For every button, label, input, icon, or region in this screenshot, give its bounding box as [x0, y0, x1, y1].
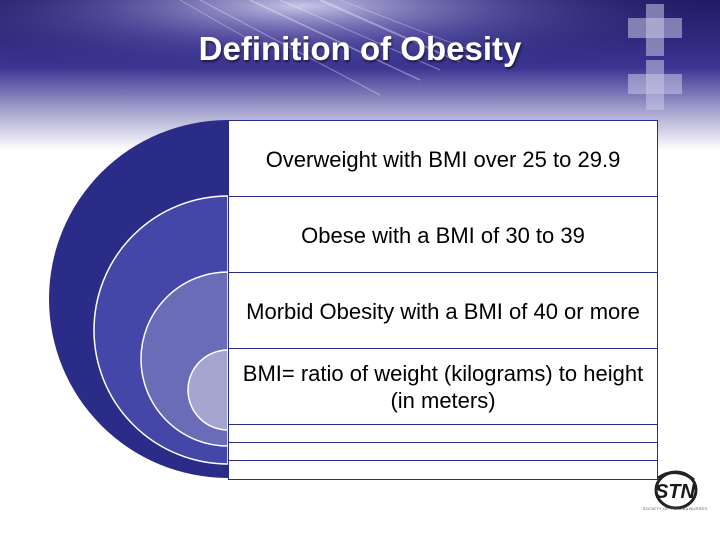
list-item-text: BMI= ratio of weight (kilograms) to heig…: [242, 361, 644, 413]
list-item-text: Morbid Obesity with a BMI of 40 or more: [246, 298, 640, 324]
list-item-text: Obese with a BMI of 30 to 39: [301, 222, 585, 248]
stn-logo: STN: [654, 470, 698, 510]
logo-caption: SOCIETY OF TRAUMA NURSES: [642, 506, 708, 511]
list-item: Overweight with BMI over 25 to 29.9: [228, 120, 658, 198]
cross-icon: [628, 4, 682, 110]
logo-text: STN: [655, 481, 696, 503]
list-item: Obese with a BMI of 30 to 39: [228, 196, 658, 274]
list-item: [228, 442, 658, 462]
list-item: [228, 424, 658, 444]
slide-title: Definition of Obesity: [198, 30, 522, 67]
list-item: Morbid Obesity with a BMI of 40 or more: [228, 272, 658, 350]
header-background: [0, 0, 720, 150]
arc-4: [187, 349, 229, 431]
list-item: [228, 460, 658, 480]
list-item-text: Overweight with BMI over 25 to 29.9: [265, 146, 621, 172]
list-item: BMI= ratio of weight (kilograms) to heig…: [228, 348, 658, 426]
